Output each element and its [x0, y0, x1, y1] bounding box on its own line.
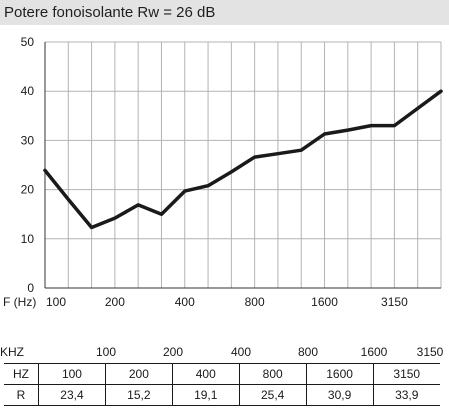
table-cell: 100 — [38, 363, 106, 385]
khz-value: 1600 — [360, 345, 388, 359]
chart-title: Potere fonoisolante Rw = 26 dB — [0, 0, 449, 25]
table-cell: 15,2 — [104, 384, 173, 406]
series-line — [43, 89, 443, 230]
y-tick-label: 30 — [21, 133, 35, 147]
x-tick-label: 100 — [46, 295, 66, 309]
x-tick-label: 3150 — [381, 295, 408, 309]
grid — [45, 41, 442, 288]
table-cell: 19,1 — [171, 384, 240, 406]
table-row: HZ 100 200 400 800 1600 3150 — [4, 363, 440, 385]
table-cell: 400 — [171, 363, 240, 385]
series-layer — [43, 89, 443, 230]
khz-value: 800 — [297, 345, 319, 359]
line-chart: 0 10 20 30 40 50 F (Hz) 100 200 400 800 1600 3150 — [3, 35, 443, 309]
table-cell: 1600 — [305, 363, 374, 385]
frequency-table: HZ 100 200 400 800 1600 3150 R 23,4 15,2… — [4, 363, 440, 406]
x-tick-label: 200 — [105, 295, 125, 309]
table-cell: 200 — [104, 363, 173, 385]
x-tick-label: 1600 — [311, 295, 338, 309]
x-tick-label: 800 — [245, 295, 265, 309]
table-cell: 23,4 — [38, 384, 106, 406]
table-cell: 25,4 — [238, 384, 307, 406]
tick-labels: 0 10 20 30 40 50 F (Hz) 100 200 400 800 1600 3150 — [3, 35, 408, 309]
frequency-header-row: KHZ 100 200 400 800 1600 3150 — [0, 344, 449, 360]
table-cell: 3150 — [372, 363, 440, 385]
row-label: HZ — [4, 363, 39, 385]
x-axis-label: F (Hz) — [3, 295, 36, 309]
y-tick-label: 10 — [21, 232, 35, 246]
axes — [44, 42, 441, 289]
table-cell: 800 — [238, 363, 307, 385]
y-tick-label: 50 — [21, 35, 35, 49]
y-tick-label: 20 — [21, 183, 35, 197]
khz-label: KHZ — [0, 345, 24, 359]
x-tick-label: 400 — [175, 295, 195, 309]
table-cell: 33,9 — [372, 384, 440, 406]
khz-value: 100 — [95, 345, 117, 359]
row-label: R — [4, 384, 39, 406]
table-row: R 23,4 15,2 19,1 25,4 30,9 33,9 — [4, 384, 440, 406]
khz-value: 200 — [162, 345, 184, 359]
y-tick-label: 0 — [27, 281, 34, 295]
y-tick-label: 40 — [21, 84, 35, 98]
table-cell: 30,9 — [305, 384, 374, 406]
khz-value: 3150 — [416, 345, 444, 359]
khz-value: 400 — [230, 345, 252, 359]
